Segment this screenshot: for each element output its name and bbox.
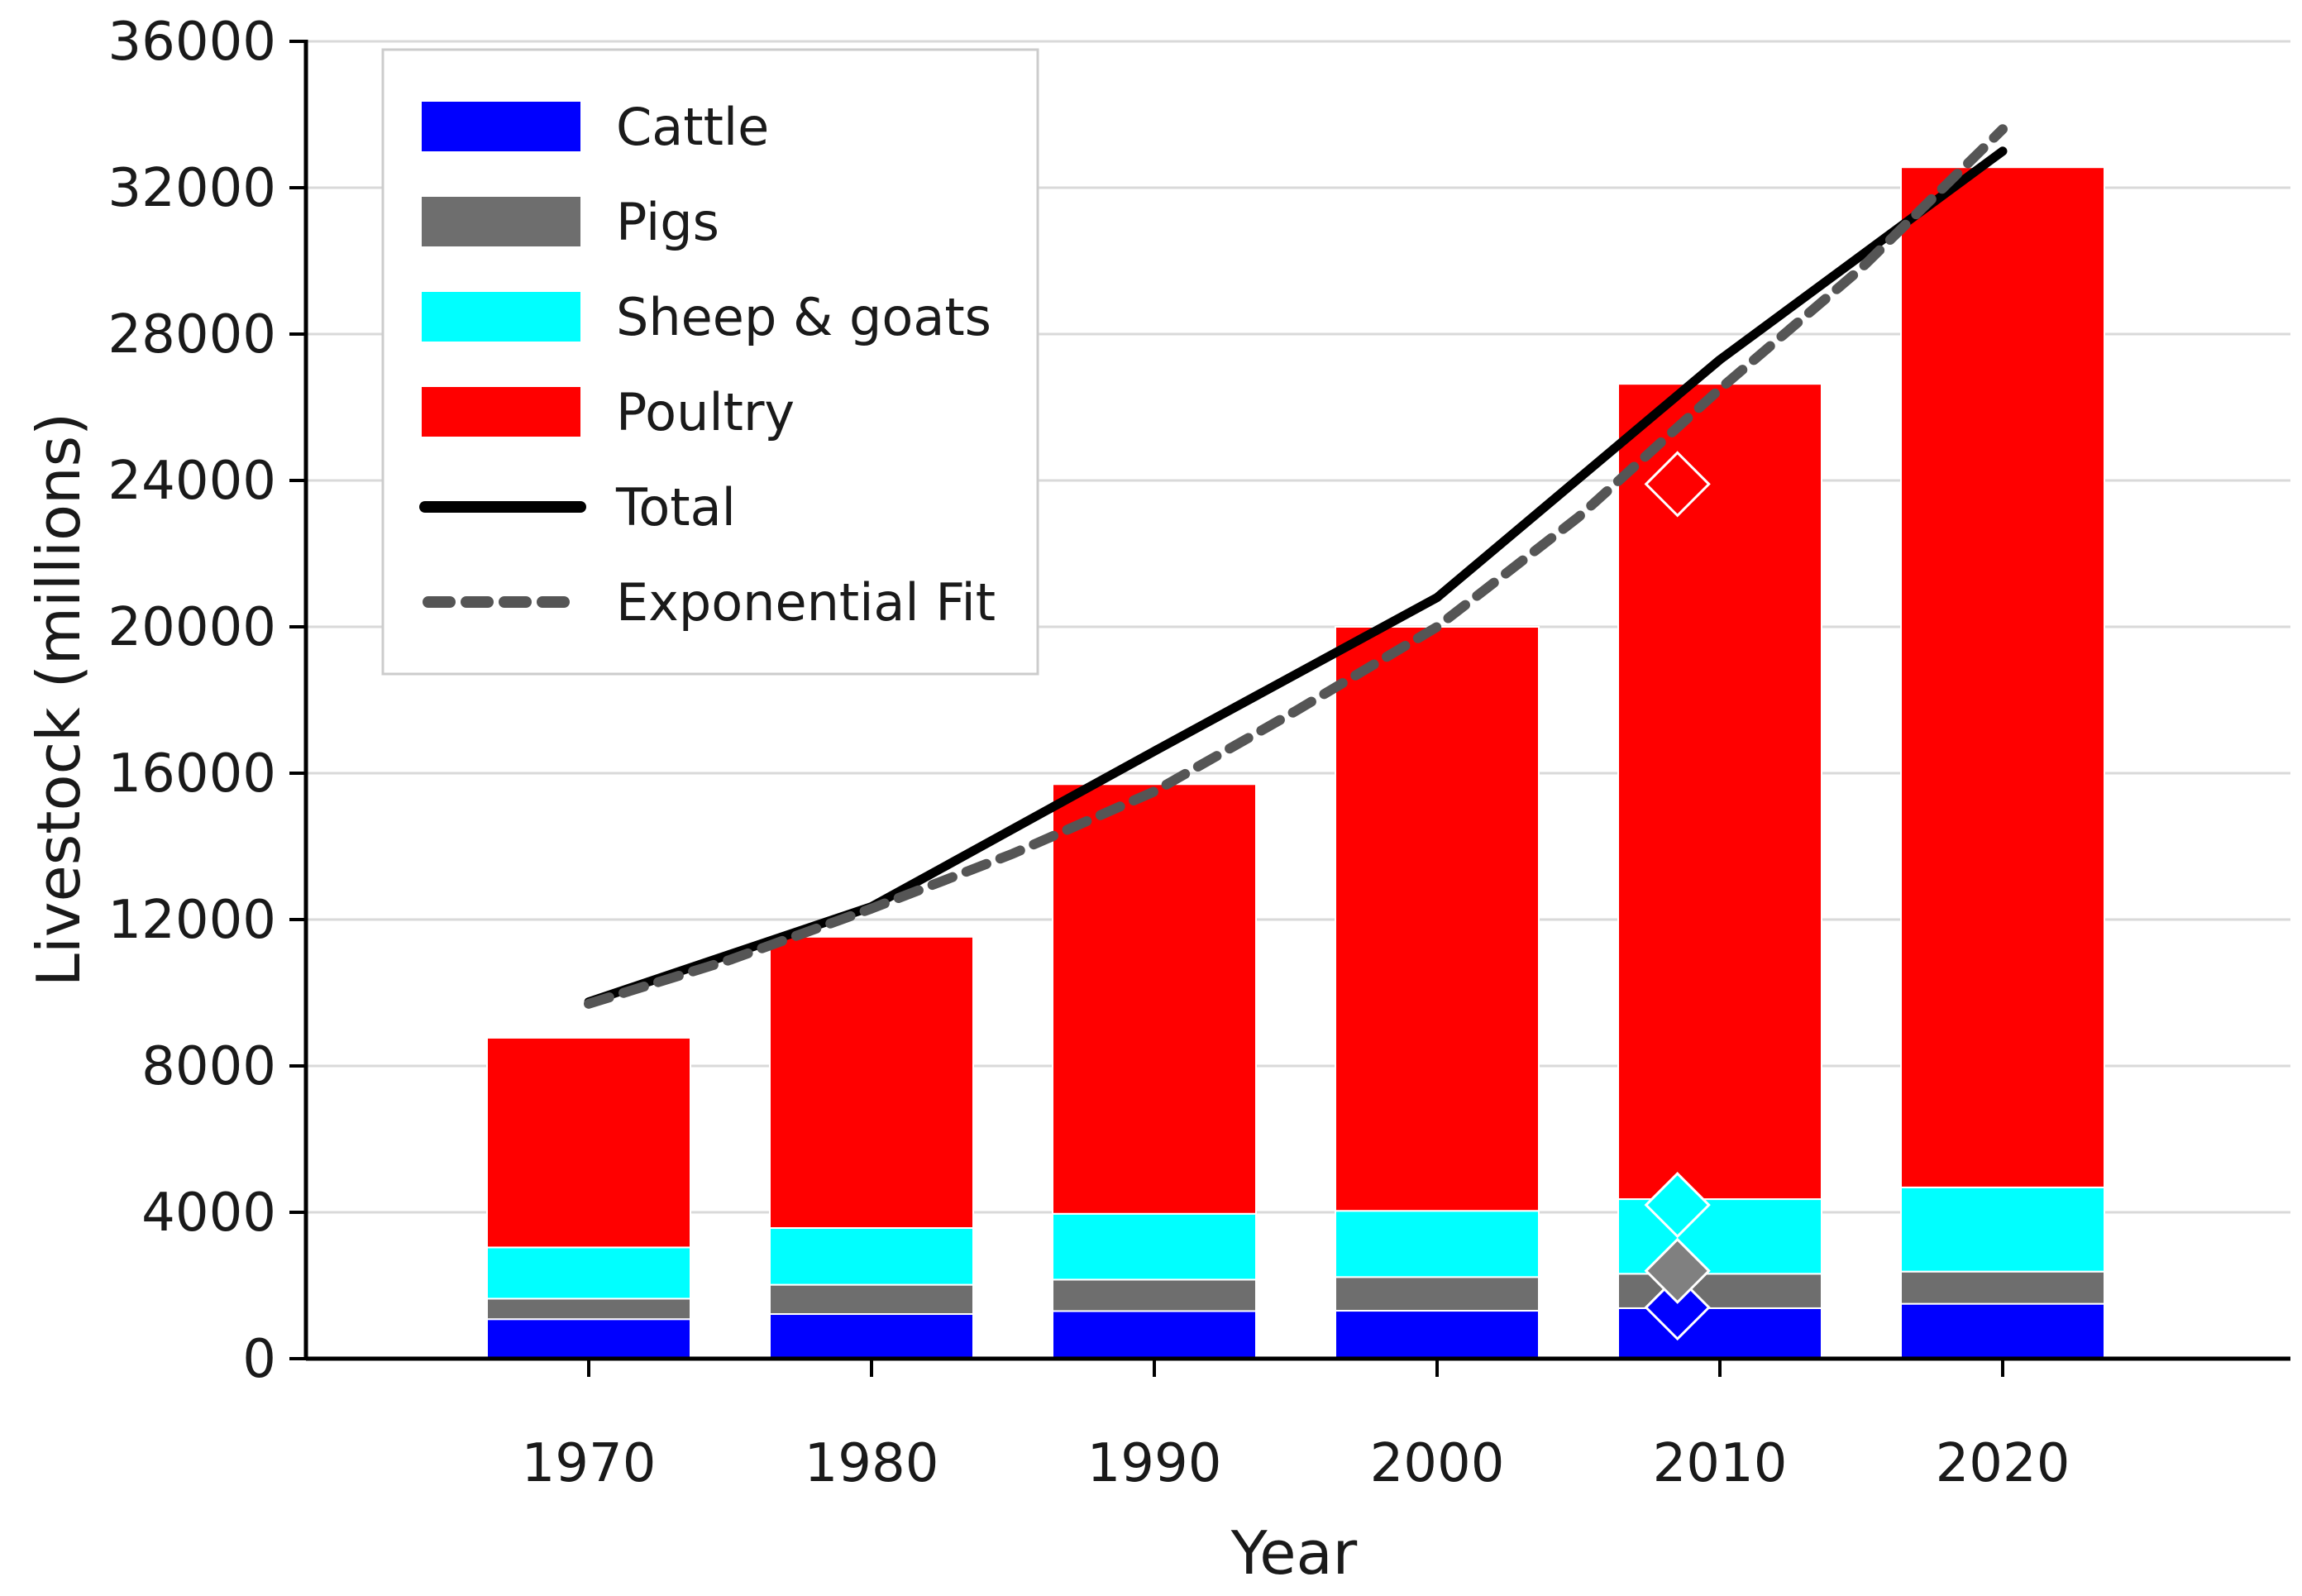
bar-sheep-goats-2000 [1335, 1210, 1540, 1278]
stacked-bars [486, 166, 2105, 1360]
bar-cattle-2020 [1900, 1302, 2105, 1359]
y-tick-label-28000: 28000 [107, 304, 276, 366]
bar-poultry-1970 [486, 1036, 691, 1249]
legend-sheep-goats-label: Sheep & goats [616, 287, 991, 347]
bar-pigs-1990 [1052, 1278, 1257, 1312]
legend-pigs-swatch [422, 197, 580, 246]
legend-box [381, 48, 1039, 676]
bar-sheep-goats-2020 [1900, 1186, 2105, 1273]
bar-poultry-2020 [1900, 166, 2105, 1188]
legend-poultry-label: Poultry [616, 382, 795, 442]
legend-total-label: Total [615, 477, 736, 538]
data-markers [1644, 451, 1711, 1341]
trend-lines [584, 124, 2008, 1009]
bar-pigs-2010 [1617, 1273, 1822, 1309]
legend-exponential-fit-label: Exponential Fit [616, 572, 996, 633]
y-tick-label-32000: 32000 [107, 158, 276, 219]
bar-cattle-1990 [1052, 1310, 1257, 1359]
marker-cattle [1644, 1273, 1711, 1341]
bar-sheep-goats-1990 [1052, 1212, 1257, 1281]
legend: Cattle Pigs Sheep & goats Poultry Total Expon… [381, 48, 1039, 676]
bar-cattle-2010 [1617, 1307, 1822, 1360]
bar-pigs-1970 [486, 1297, 691, 1321]
bar-sheep-goats-1970 [486, 1246, 691, 1300]
x-axis-title: Year [1230, 1518, 1358, 1588]
bar-pigs-2000 [1335, 1276, 1540, 1312]
y-tick-label-4000: 4000 [141, 1183, 276, 1244]
line-total [584, 146, 2008, 1007]
tick-labels: 0 4000 8000 12000 16000 20000 24000 28000 32000 3… [107, 12, 2070, 1494]
legend-poultry-swatch [422, 387, 580, 437]
bar-poultry-2000 [1335, 626, 1540, 1212]
legend-sheep-goats-swatch [422, 292, 580, 342]
marker-pigs [1644, 1237, 1711, 1304]
x-tick-label-2010: 2010 [1653, 1433, 1788, 1494]
bar-cattle-2000 [1335, 1310, 1540, 1359]
legend-cattle-swatch [422, 102, 580, 151]
line-exponential-fit [584, 124, 2008, 1009]
bar-poultry-2010 [1617, 383, 1822, 1201]
y-tick-label-36000: 36000 [107, 12, 276, 73]
bar-poultry-1980 [769, 935, 974, 1230]
bar-cattle-1970 [486, 1318, 691, 1359]
x-tick-label-2000: 2000 [1370, 1433, 1505, 1494]
bar-sheep-goats-1980 [769, 1227, 974, 1286]
legend-cattle-label: Cattle [616, 97, 769, 157]
marker-sheep-goats [1644, 1172, 1711, 1239]
x-tick-label-2020: 2020 [1936, 1433, 2070, 1494]
y-tick-label-16000: 16000 [107, 743, 276, 805]
marker-poultry [1644, 451, 1711, 518]
x-tick-label-1990: 1990 [1087, 1433, 1222, 1494]
y-tick-label-0: 0 [242, 1329, 276, 1390]
bar-sheep-goats-2010 [1617, 1198, 1822, 1275]
x-tick-label-1970: 1970 [522, 1433, 657, 1494]
y-tick-label-12000: 12000 [107, 890, 276, 951]
bar-pigs-1980 [769, 1283, 974, 1316]
y-axis-title: Livestock (millions) [24, 413, 93, 987]
y-tick-label-20000: 20000 [107, 597, 276, 658]
bar-pigs-2020 [1900, 1270, 2105, 1305]
legend-pigs-label: Pigs [616, 192, 719, 252]
bar-poultry-1990 [1052, 783, 1257, 1215]
y-tick-label-24000: 24000 [107, 451, 276, 512]
y-tick-label-8000: 8000 [141, 1036, 276, 1097]
bar-cattle-1980 [769, 1313, 974, 1360]
axes [289, 40, 2290, 1377]
x-tick-label-1980: 1980 [805, 1433, 939, 1494]
